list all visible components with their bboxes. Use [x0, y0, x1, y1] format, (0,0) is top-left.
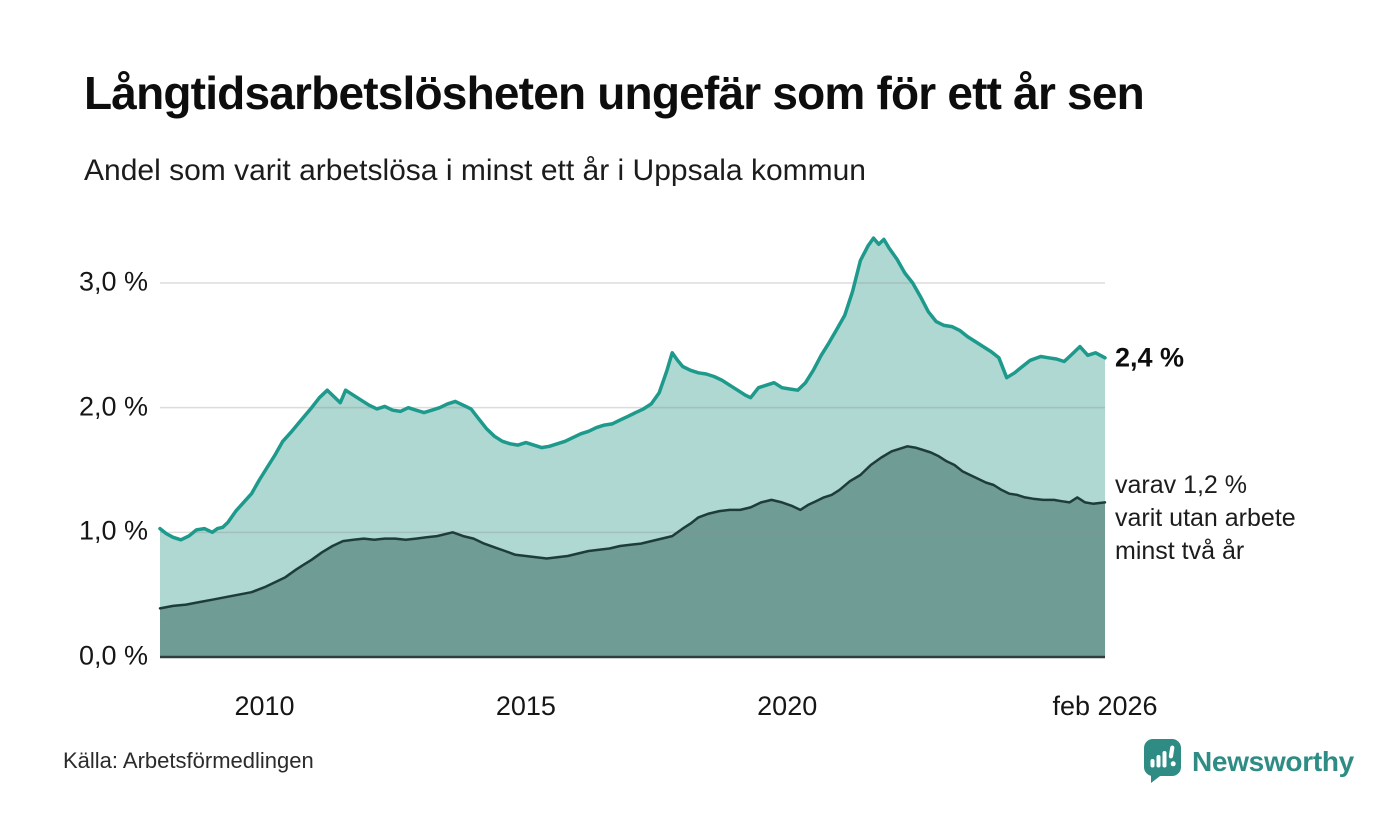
newsworthy-wordmark: Newsworthy: [1192, 745, 1354, 777]
newsworthy-bubble-chart-icon: [1144, 739, 1181, 783]
y-tick-label: 1,0 %: [78, 515, 148, 546]
x-tick-label: 2010: [234, 691, 295, 721]
end-label-two-years-line: minst två år: [1115, 537, 1245, 566]
chart-title: Långtidsarbetslösheten ungefär som för e…: [84, 67, 1145, 119]
newsworthy-logo: Newsworthy: [1143, 738, 1354, 785]
x-tick-label: 2015: [495, 691, 556, 721]
y-tick-label: 0,0 %: [78, 640, 148, 671]
gridlines: [160, 282, 1105, 534]
x-tick-label: feb 2026: [1052, 691, 1158, 721]
source-note: Källa: Arbetsförmedlingen: [63, 748, 314, 773]
end-label-total: 2,4 %: [1115, 342, 1185, 373]
chart-subtitle: Andel som varit arbetslösa i minst ett å…: [84, 154, 866, 187]
y-tick-label: 2,0 %: [78, 390, 148, 421]
x-tick-label: 2020: [757, 691, 818, 721]
line-unemployed-two-years: [158, 445, 1107, 610]
end-label-two-years: varav 1,2 % varit utan arbete minst två …: [1115, 469, 1296, 568]
end-label-two-years-line: varav 1,2 %: [1115, 471, 1248, 500]
end-label-two-years-line: varit utan arbete: [1115, 504, 1296, 533]
y-tick-label: 3,0 %: [78, 266, 148, 297]
area-unemployed-two-years-fill: [160, 446, 1105, 657]
line-unemployed-one-year: [158, 236, 1107, 542]
